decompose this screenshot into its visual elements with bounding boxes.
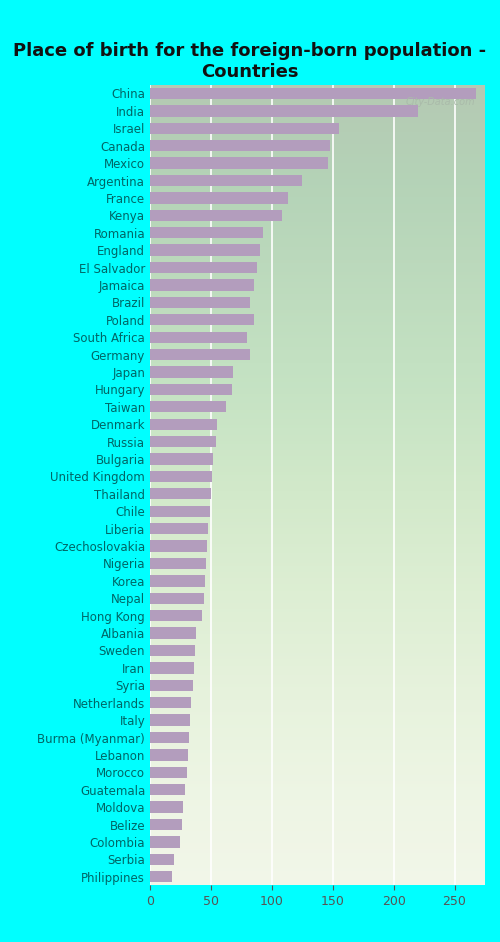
- Bar: [150, 802, 183, 813]
- Bar: [150, 314, 254, 325]
- Bar: [150, 192, 288, 203]
- Bar: [150, 714, 190, 725]
- Bar: [150, 401, 226, 413]
- Bar: [150, 488, 211, 499]
- Bar: [150, 106, 418, 117]
- Bar: [150, 853, 174, 865]
- Bar: [150, 471, 212, 482]
- Bar: [150, 436, 216, 447]
- Bar: [150, 767, 186, 778]
- Text: City-Data.com: City-Data.com: [406, 97, 475, 106]
- Bar: [150, 383, 232, 395]
- Bar: [150, 332, 248, 343]
- Bar: [150, 88, 476, 99]
- Bar: [150, 819, 182, 830]
- Bar: [150, 645, 195, 657]
- Bar: [150, 610, 203, 622]
- Bar: [150, 349, 250, 360]
- Bar: [150, 175, 302, 187]
- Bar: [150, 836, 180, 848]
- Bar: [150, 523, 208, 534]
- Bar: [150, 662, 194, 674]
- Bar: [150, 262, 257, 273]
- Bar: [150, 297, 250, 308]
- Bar: [150, 140, 330, 152]
- Bar: [150, 366, 233, 378]
- Bar: [150, 558, 206, 569]
- Bar: [150, 418, 217, 430]
- Bar: [150, 453, 214, 464]
- Bar: [150, 593, 204, 604]
- Bar: [150, 697, 192, 708]
- Bar: [150, 541, 208, 552]
- Bar: [150, 784, 186, 795]
- Bar: [150, 506, 210, 517]
- Bar: [150, 732, 189, 743]
- Bar: [150, 227, 264, 238]
- Bar: [150, 157, 328, 169]
- Bar: [150, 749, 188, 760]
- Bar: [150, 279, 254, 291]
- Bar: [150, 627, 196, 639]
- Bar: [150, 576, 205, 587]
- Text: Place of birth for the foreign-born population -
Countries: Place of birth for the foreign-born popu…: [14, 42, 486, 81]
- Bar: [150, 122, 339, 134]
- Bar: [150, 679, 192, 691]
- Bar: [150, 210, 282, 221]
- Bar: [150, 871, 172, 883]
- Bar: [150, 245, 260, 256]
